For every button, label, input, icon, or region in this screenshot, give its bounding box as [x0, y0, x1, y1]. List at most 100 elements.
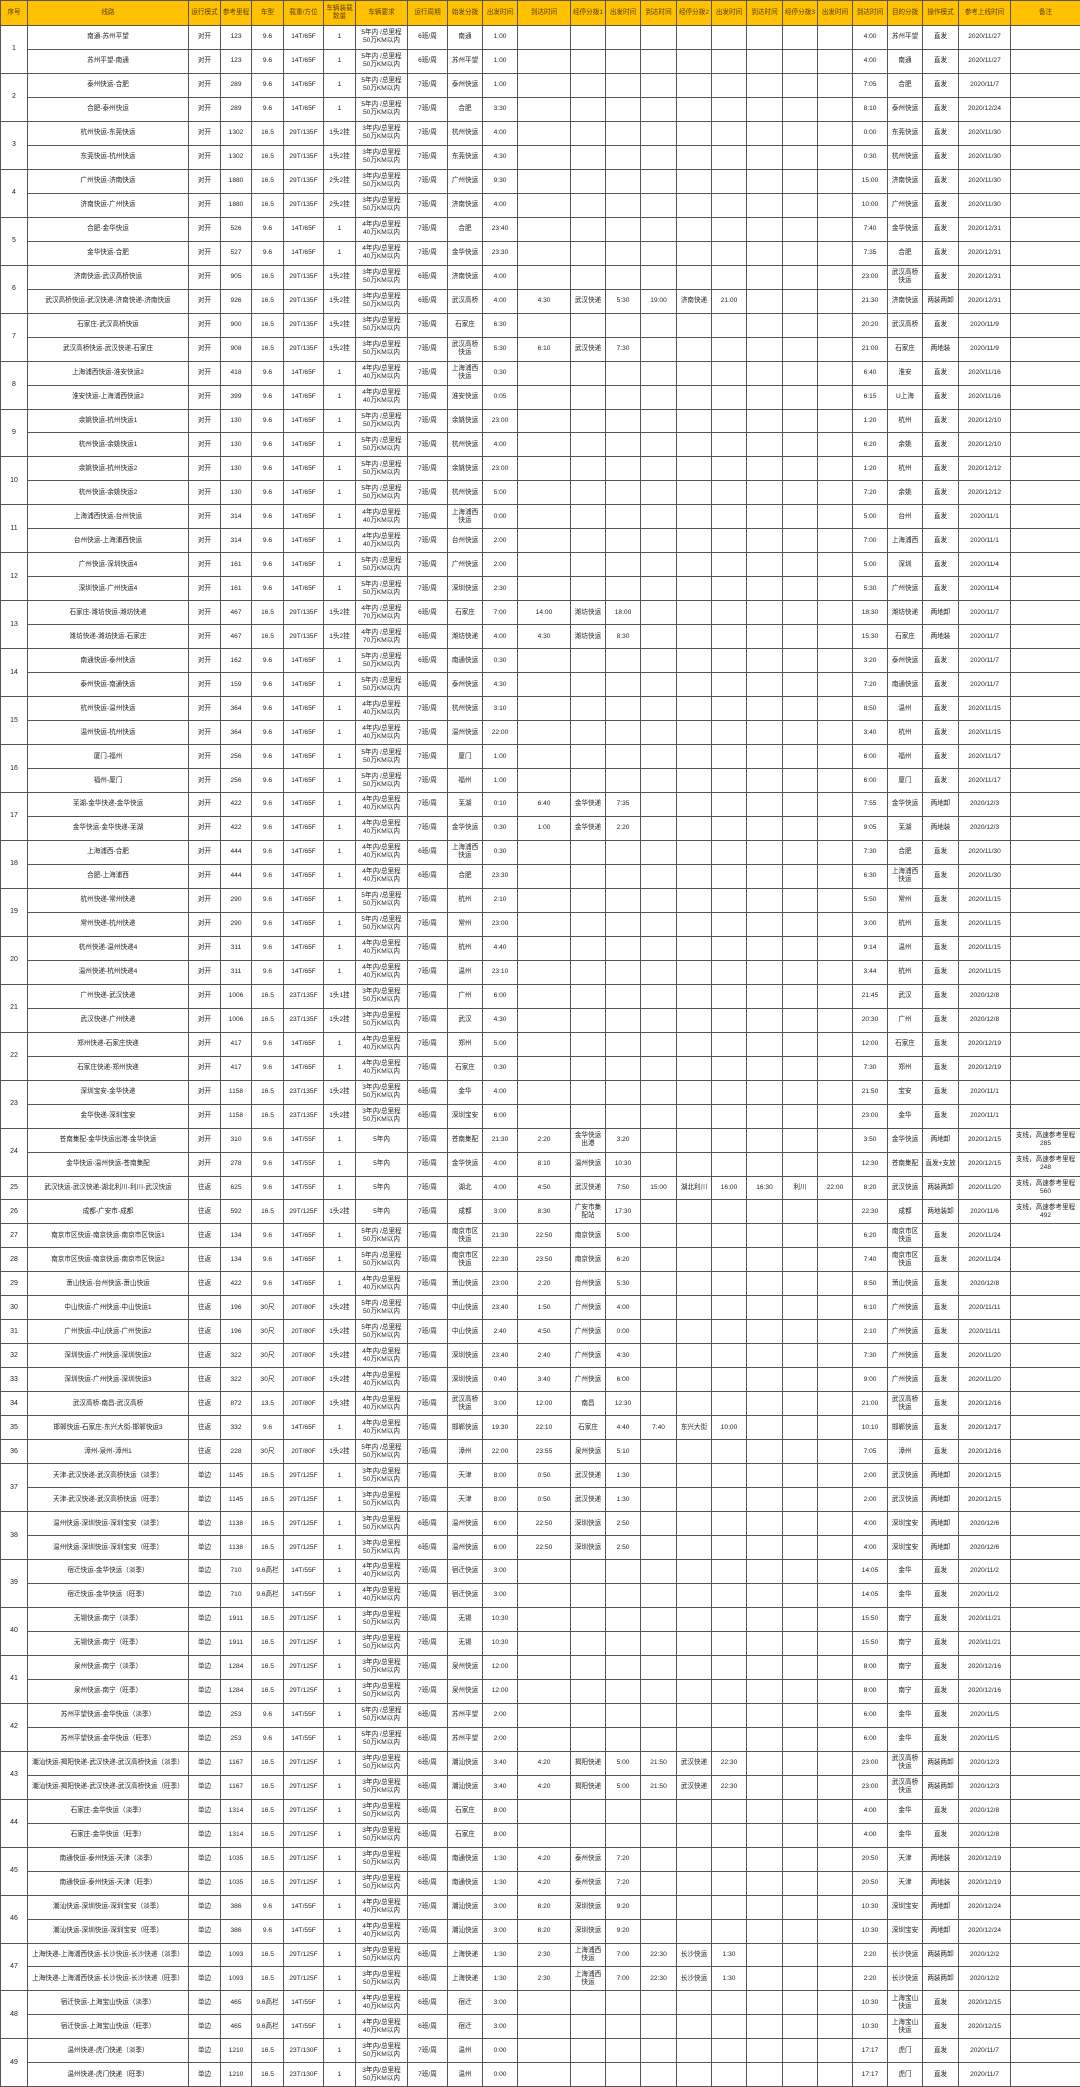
stop1-departure-cell: 18:00 [606, 601, 641, 625]
stop1-hub-cell: 深圳快运 [571, 1536, 606, 1560]
arrival-time-cell: 7:00 [853, 529, 888, 553]
stop1-departure-cell [606, 313, 641, 337]
run-mode-cell: 对开 [189, 625, 221, 649]
route-cell: 石家庄快递-郑州快递 [28, 1056, 189, 1080]
operation-mode-cell: 直发 [923, 697, 959, 721]
stop1-departure-cell [606, 840, 641, 864]
stop1-hub-cell [571, 721, 606, 745]
vehicle-count-cell: 1 [324, 1751, 356, 1775]
vehicle-type-cell: 9.6 [252, 697, 284, 721]
stop1-hub-cell [571, 960, 606, 984]
stop2-departure-cell: 16:00 [712, 1176, 747, 1200]
run-cycle-cell: 6班/周 [408, 1751, 448, 1775]
destination-hub-cell: 芜湖 [888, 816, 923, 840]
run-cycle-cell: 6班/周 [408, 864, 448, 888]
stop3-departure-cell [818, 193, 853, 217]
stop1-departure-cell [606, 1583, 641, 1607]
stop2-departure-cell [712, 601, 747, 625]
origin-hub-cell: 苍南集配 [448, 1128, 483, 1152]
stop3-hub-cell: 利川 [783, 1176, 818, 1200]
load-capacity-cell: 14T/55F [284, 1176, 324, 1200]
route-cell: 潮汕快运-深圳快运-深圳宝安（淡季） [28, 1895, 189, 1919]
stop3-hub-cell [783, 2063, 818, 2087]
seq-cell: 9 [1, 409, 28, 457]
run-cycle-cell: 7班/周 [408, 721, 448, 745]
run-mode-cell: 往返 [189, 1368, 221, 1392]
stop2-arrival-cell [641, 337, 677, 361]
launch-date-cell: 2020/11/30 [959, 169, 1011, 193]
stop1-arrival-cell [518, 769, 571, 793]
stop1-arrival-cell: 12:00 [518, 1392, 571, 1416]
stop3-departure-cell [818, 241, 853, 265]
stop2-hub-cell [677, 912, 712, 936]
stop1-arrival-cell [518, 433, 571, 457]
stop1-departure-cell [606, 481, 641, 505]
stop1-hub-cell [571, 529, 606, 553]
operation-mode-cell: 直发 [923, 1703, 959, 1727]
stop3-arrival-cell [747, 1320, 783, 1344]
ref-mileage-cell: 310 [221, 1128, 252, 1152]
arrival-time-cell: 21:50 [853, 1080, 888, 1104]
stop2-departure-cell [712, 816, 747, 840]
column-header: 运行模式 [189, 1, 221, 26]
stop2-arrival-cell [641, 1679, 677, 1703]
vehicle-count-cell: 1 [324, 1176, 356, 1200]
load-capacity-cell: 29T/135F [284, 337, 324, 361]
arrival-time-cell: 9:00 [853, 1368, 888, 1392]
route-cell: 武汉高桥快运-武汉快递-石家庄 [28, 337, 189, 361]
departure-time-cell: 5:00 [483, 481, 518, 505]
route-cell: 邯郸快运-石家庄-东兴大街-邯郸快运3 [28, 1416, 189, 1440]
stop3-departure-cell [818, 1032, 853, 1056]
ref-mileage-cell: 134 [221, 1224, 252, 1248]
remark-cell [1011, 1703, 1080, 1727]
stop1-hub-cell [571, 1104, 606, 1128]
operation-mode-cell: 两地卸 [923, 793, 959, 817]
ref-mileage-cell: 322 [221, 1368, 252, 1392]
operation-mode-cell: 两地卸 [923, 601, 959, 625]
vehicle-count-cell: 1 [324, 385, 356, 409]
vehicle-count-cell: 1头1挂 [324, 984, 356, 1008]
run-cycle-cell: 7班/周 [408, 960, 448, 984]
arrival-time-cell: 3:50 [853, 1128, 888, 1152]
stop1-arrival-cell [518, 1823, 571, 1847]
run-mode-cell: 对开 [189, 529, 221, 553]
stop2-departure-cell [712, 1871, 747, 1895]
vehicle-requirement-cell: 3年内/总里程 50万KM以内 [356, 193, 408, 217]
stop3-departure-cell [818, 1847, 853, 1871]
stop3-hub-cell [783, 73, 818, 97]
vehicle-type-cell: 9.6 [252, 1248, 284, 1272]
stop2-hub-cell [677, 1512, 712, 1536]
route-cell: 杭州快运-温州快运 [28, 697, 189, 721]
departure-time-cell: 1:30 [483, 1967, 518, 1991]
stop3-departure-cell [818, 912, 853, 936]
ref-mileage-cell: 386 [221, 1919, 252, 1943]
stop3-hub-cell [783, 1679, 818, 1703]
stop1-departure-cell: 5:30 [606, 1272, 641, 1296]
operation-mode-cell: 直发 [923, 49, 959, 73]
vehicle-requirement-cell: 5年内 /总里程 50万KM以内 [356, 1703, 408, 1727]
run-cycle-cell: 7班/周 [408, 1344, 448, 1368]
stop1-departure-cell [606, 960, 641, 984]
arrival-time-cell: 21:00 [853, 337, 888, 361]
stop1-departure-cell [606, 265, 641, 289]
launch-date-cell: 2020/12/8 [959, 1008, 1011, 1032]
launch-date-cell: 2020/11/21 [959, 1631, 1011, 1655]
seq-cell: 6 [1, 265, 28, 313]
arrival-time-cell: 1:20 [853, 457, 888, 481]
vehicle-count-cell: 1头3挂 [324, 1392, 356, 1416]
load-capacity-cell: 29T/125F [284, 1679, 324, 1703]
seq-cell: 8 [1, 361, 28, 409]
stop3-hub-cell [783, 433, 818, 457]
departure-time-cell: 23:00 [483, 457, 518, 481]
stop3-hub-cell [783, 1128, 818, 1152]
stop1-departure-cell: 5:00 [606, 1775, 641, 1799]
departure-time-cell: 0:30 [483, 649, 518, 673]
stop2-departure-cell [712, 1296, 747, 1320]
stop3-departure-cell [818, 1224, 853, 1248]
stop1-hub-cell [571, 361, 606, 385]
vehicle-count-cell: 1 [324, 2039, 356, 2063]
